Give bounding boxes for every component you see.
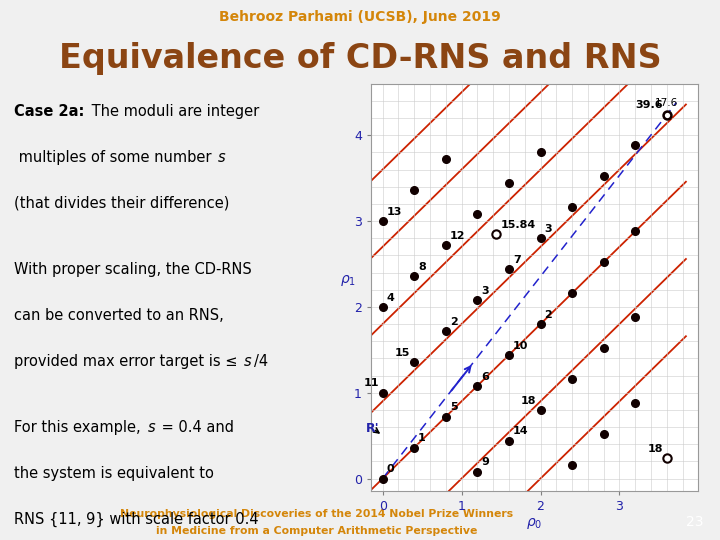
Text: 39.6: 39.6 — [635, 100, 663, 110]
Y-axis label: $\rho_1$: $\rho_1$ — [340, 273, 356, 287]
Text: s: s — [148, 421, 155, 435]
Text: 6: 6 — [481, 372, 489, 382]
Text: 11: 11 — [363, 379, 379, 388]
Text: RNS {11, 9} with scale factor 0.4: RNS {11, 9} with scale factor 0.4 — [14, 512, 259, 527]
X-axis label: $\rho_0$: $\rho_0$ — [526, 516, 543, 531]
Text: For this example,: For this example, — [14, 421, 145, 435]
Text: 9: 9 — [481, 457, 489, 467]
Text: 1: 1 — [418, 433, 426, 443]
Text: 3: 3 — [544, 224, 552, 234]
Text: 4: 4 — [387, 293, 395, 302]
Text: in Medicine from a Computer Arithmetic Perspective: in Medicine from a Computer Arithmetic P… — [156, 525, 477, 536]
Text: 18: 18 — [647, 444, 663, 454]
Text: (that divides their difference): (that divides their difference) — [14, 196, 230, 211]
Text: Behrooz Parhami (UCSB), June 2019: Behrooz Parhami (UCSB), June 2019 — [219, 10, 501, 24]
Text: 23: 23 — [686, 515, 703, 529]
Text: 12: 12 — [450, 231, 465, 241]
Text: The moduli are integer: The moduli are integer — [86, 105, 258, 119]
Text: /4: /4 — [253, 354, 268, 369]
Text: 7: 7 — [513, 255, 521, 265]
Text: Case 2a:: Case 2a: — [14, 105, 85, 119]
Text: 3: 3 — [481, 286, 489, 296]
Text: 13: 13 — [387, 207, 402, 217]
Text: 8: 8 — [418, 262, 426, 272]
Text: the system is equivalent to: the system is equivalent to — [14, 466, 215, 481]
Text: multiples of some number: multiples of some number — [14, 150, 217, 165]
Text: 18: 18 — [521, 396, 536, 406]
Text: 10: 10 — [513, 341, 528, 350]
Text: 5: 5 — [450, 402, 457, 413]
Text: Neurophysiological Discoveries of the 2014 Nobel Prize Winners: Neurophysiological Discoveries of the 20… — [120, 509, 513, 518]
Text: 2: 2 — [450, 316, 457, 327]
Text: 0: 0 — [387, 464, 395, 474]
Text: 14: 14 — [513, 427, 528, 436]
Text: 2: 2 — [544, 310, 552, 320]
Text: can be converted to an RNS,: can be converted to an RNS, — [14, 308, 224, 323]
Text: R': R' — [366, 422, 380, 435]
Text: 15.84: 15.84 — [500, 220, 536, 229]
Text: 15: 15 — [395, 348, 410, 357]
Text: = 0.4 and: = 0.4 and — [157, 421, 234, 435]
Text: provided max error target is ≤: provided max error target is ≤ — [14, 354, 243, 369]
Text: s: s — [218, 150, 226, 165]
Text: s: s — [244, 354, 252, 369]
Text: 17.6: 17.6 — [655, 98, 678, 108]
Text: Equivalence of CD-RNS and RNS: Equivalence of CD-RNS and RNS — [59, 42, 661, 75]
Text: With proper scaling, the CD-RNS: With proper scaling, the CD-RNS — [14, 262, 252, 278]
